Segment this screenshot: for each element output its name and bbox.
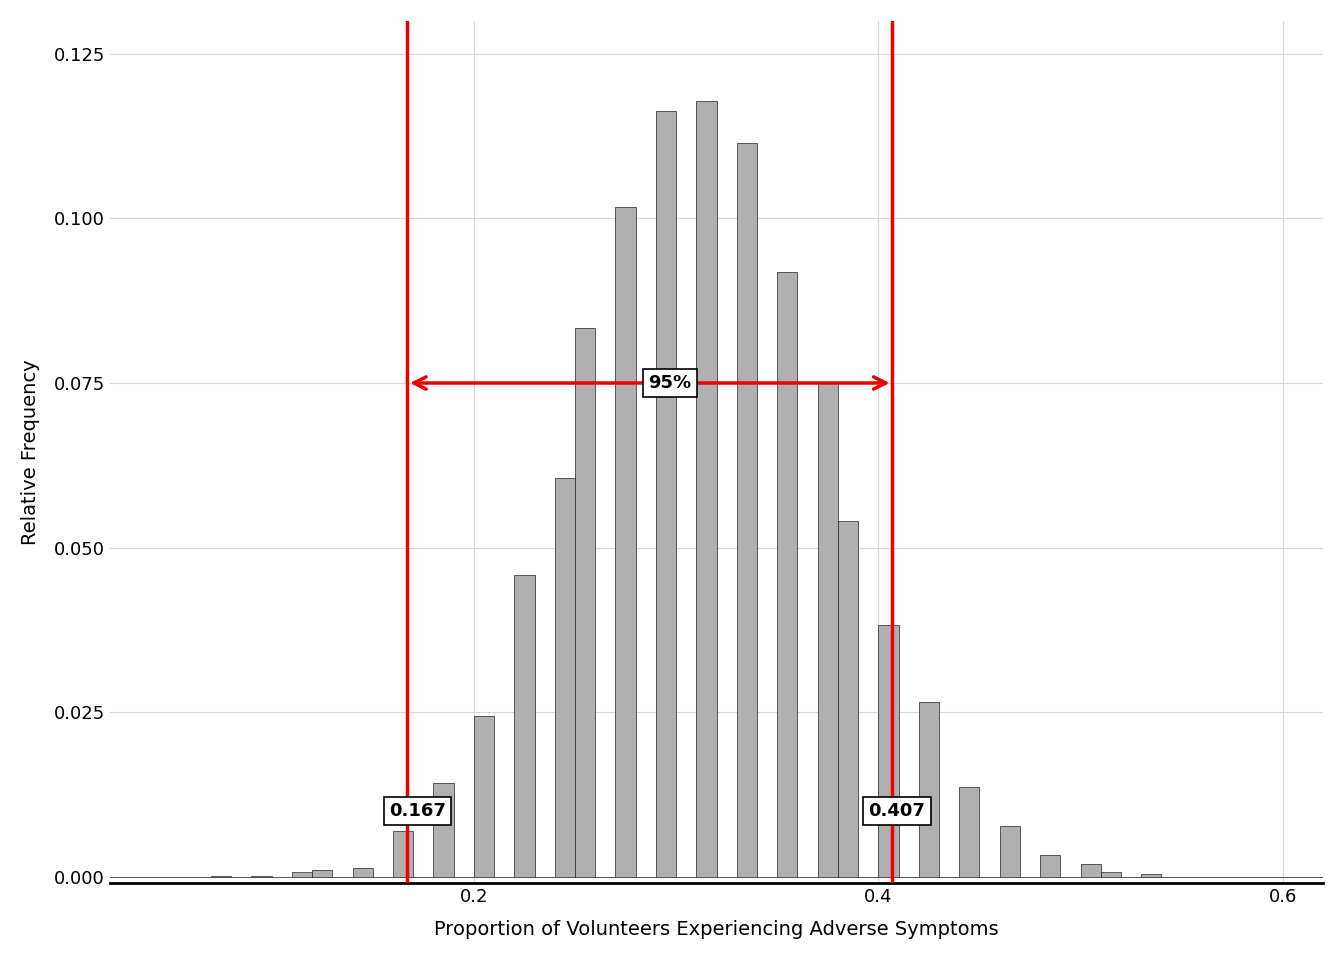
Bar	[555, 478, 575, 876]
Bar	[1000, 827, 1020, 876]
Bar	[1040, 855, 1060, 876]
Bar	[656, 111, 676, 876]
Bar	[777, 272, 797, 876]
Bar	[837, 520, 857, 876]
Bar	[474, 716, 495, 876]
Bar	[312, 870, 332, 876]
Bar	[616, 207, 636, 876]
Bar	[392, 831, 413, 876]
Bar	[1081, 864, 1101, 876]
Bar	[1141, 875, 1161, 876]
Bar	[575, 327, 595, 876]
Bar	[879, 625, 899, 876]
Bar	[960, 786, 980, 876]
X-axis label: Proportion of Volunteers Experiencing Adverse Symptoms: Proportion of Volunteers Experiencing Ad…	[434, 921, 999, 939]
Text: 0.407: 0.407	[868, 802, 925, 820]
Bar	[1101, 872, 1121, 876]
Bar	[434, 782, 454, 876]
Bar	[352, 868, 372, 876]
Bar	[515, 575, 535, 876]
Bar	[696, 101, 716, 876]
Y-axis label: Relative Frequency: Relative Frequency	[22, 359, 40, 545]
Bar	[292, 873, 312, 876]
Text: 0.167: 0.167	[388, 802, 446, 820]
Text: 95%: 95%	[649, 374, 692, 392]
Bar	[737, 143, 757, 876]
Bar	[817, 382, 837, 876]
Bar	[919, 702, 939, 876]
